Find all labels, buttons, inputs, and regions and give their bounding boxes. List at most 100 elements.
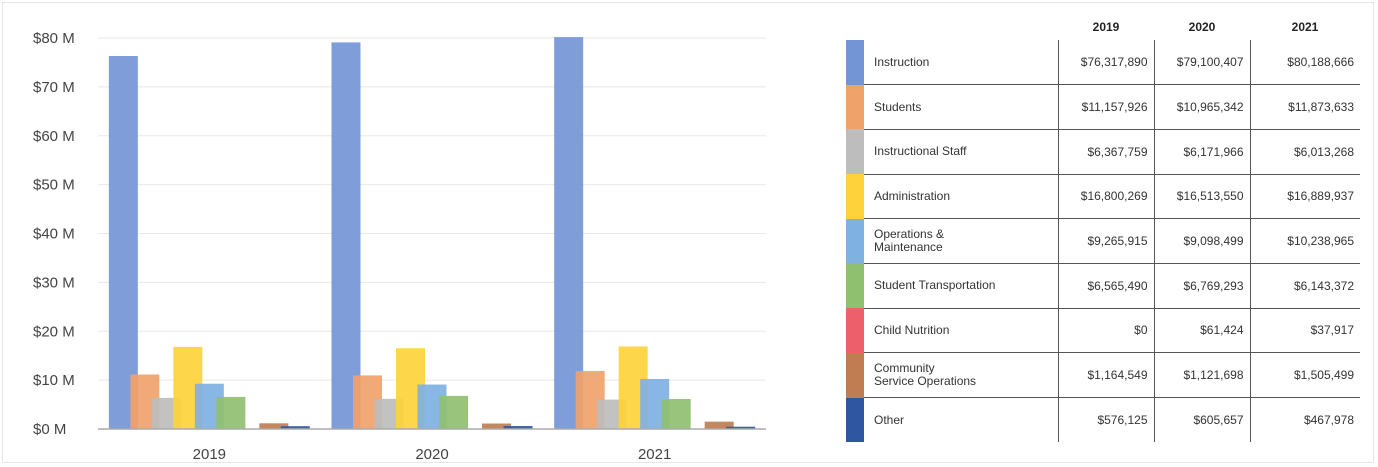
- gridlines: [98, 37, 766, 381]
- legend-swatch-cell: [846, 40, 864, 85]
- table-row: Other $576,125 $605,657 $467,978: [846, 397, 1360, 443]
- value-cell: $79,100,407: [1153, 40, 1250, 86]
- value-cell: $9,265,915: [1057, 218, 1154, 264]
- value-cell: $11,157,926: [1057, 84, 1154, 130]
- bar: [331, 42, 361, 429]
- category-label: Child Nutrition: [864, 308, 1058, 354]
- legend-swatch-cell: [846, 397, 864, 443]
- table-row: Community Service Operations $1,164,549 $1,…: [846, 352, 1360, 398]
- value-cell: $16,800,269: [1057, 174, 1154, 220]
- value-cell: $6,565,490: [1057, 263, 1154, 309]
- legend-swatch: [846, 308, 864, 353]
- x-tick-label: 2021: [638, 446, 671, 463]
- bar: [216, 396, 246, 429]
- value-cell: $6,769,293: [1153, 263, 1250, 309]
- value-cell: $37,917: [1249, 308, 1360, 354]
- table-row: Child Nutrition $0 $61,424 $37,917: [846, 308, 1360, 354]
- bar: [280, 426, 310, 429]
- table-row: Student Transportation $6,565,490 $6,769,2…: [846, 263, 1360, 309]
- legend-swatch-cell: [846, 218, 864, 264]
- value-cell: $61,424: [1153, 308, 1250, 354]
- legend-swatch: [846, 174, 864, 219]
- data-table-legend: 2019 2020 2021 Instruction $76,317,890 $79…: [846, 14, 1360, 443]
- value-cell: $6,171,966: [1153, 129, 1250, 175]
- spending-table: 2019 2020 2021 Instruction $76,317,890 $79…: [846, 14, 1360, 443]
- category-label: Other: [874, 412, 905, 427]
- bar: [482, 423, 511, 429]
- value-cell: $10,965,342: [1153, 84, 1250, 130]
- value-cell: $11,873,633: [1249, 84, 1360, 130]
- bar: [704, 421, 734, 429]
- legend-swatch-cell: [846, 174, 864, 219]
- legend-swatch-cell: [846, 352, 864, 398]
- y-tick-label: $0 M: [33, 421, 66, 438]
- table-row: Instructional Staff $6,367,759 $6,171,966 $…: [846, 129, 1360, 175]
- category-label: Students: [864, 84, 1058, 130]
- legend-swatch-cell: [846, 308, 864, 353]
- bar-chart: $0 M $10 M $20 M $30 M $40 M $50 M $60 M $70 M $…: [33, 30, 766, 463]
- legend-swatch: [846, 129, 864, 175]
- y-tick-label: $70 M: [33, 79, 75, 96]
- y-tick-label: $40 M: [33, 226, 75, 243]
- value-cell: $6,143,372: [1249, 263, 1360, 309]
- value-cell: $467,978: [1249, 397, 1360, 443]
- table-row: Students $11,157,926 $10,965,342 $11,873,63…: [846, 84, 1360, 130]
- legend-swatch-cell: [846, 263, 864, 309]
- x-tick-label: 2019: [193, 446, 226, 463]
- legend-swatch-cell: [846, 84, 864, 130]
- y-tick-label: $50 M: [33, 177, 75, 194]
- y-tick-label: $20 M: [33, 323, 75, 340]
- value-cell: $10,238,965: [1249, 218, 1360, 264]
- table-row: Instruction $76,317,890 $79,100,407 $80,188…: [846, 40, 1360, 86]
- bar: [259, 423, 289, 429]
- bar: [726, 426, 756, 429]
- category-label: Community Service Operations: [864, 352, 1058, 398]
- bars: [108, 37, 756, 430]
- x-axis-tick-labels: 2019 2020 2021: [193, 446, 672, 463]
- value-cell: $80,188,666: [1249, 40, 1360, 86]
- value-cell: $1,505,499: [1249, 352, 1360, 398]
- header-year: 2019: [1092, 20, 1120, 34]
- value-cell: $16,889,937: [1249, 174, 1360, 220]
- category-label: Instructional Staff: [864, 129, 1058, 175]
- value-cell: $576,125: [1057, 397, 1154, 443]
- value-cell: $76,317,890: [1057, 40, 1154, 86]
- legend-swatch: [846, 352, 864, 398]
- bar: [554, 37, 584, 430]
- table-row: Operations & Maintenance $9,265,915 $9,098,…: [846, 218, 1360, 264]
- bar: [439, 395, 468, 429]
- table-header-row: 2019 2020 2021: [846, 14, 1360, 40]
- bar: [108, 55, 138, 430]
- value-cell: $6,013,268: [1249, 129, 1360, 175]
- value-cell: $1,121,698: [1153, 352, 1250, 398]
- x-tick-label: 2020: [415, 446, 448, 463]
- value-cell: $9,098,499: [1153, 218, 1250, 264]
- header-year: 2021: [1291, 20, 1319, 34]
- y-tick-label: $60 M: [33, 128, 75, 145]
- category-label: Operations & Maintenance: [864, 218, 1058, 264]
- value-cell: $0: [1057, 308, 1154, 354]
- y-axis-tick-labels: $0 M $10 M $20 M $30 M $40 M $50 M $60 M $70 M $…: [33, 30, 75, 438]
- bar: [661, 398, 691, 429]
- legend-swatch: [846, 397, 864, 443]
- value-cell: $6,367,759: [1057, 129, 1154, 175]
- legend-swatch: [846, 218, 864, 264]
- y-tick-label: $10 M: [33, 372, 75, 389]
- legend-swatch: [846, 84, 864, 130]
- legend-swatch: [846, 40, 864, 85]
- category-label: Administration: [864, 174, 1058, 220]
- bar: [503, 426, 533, 429]
- header-year: 2020: [1188, 20, 1216, 34]
- table-row: Administration $16,800,269 $16,513,550 $16,…: [846, 174, 1360, 220]
- header-category: [864, 14, 1058, 40]
- value-cell: $1,164,549: [1057, 352, 1154, 398]
- y-tick-label: $80 M: [33, 30, 75, 47]
- value-cell: $16,513,550: [1153, 174, 1250, 220]
- legend-swatch: [846, 263, 864, 309]
- legend-swatch-cell: [846, 129, 864, 175]
- category-label: Student Transportation: [864, 263, 1058, 309]
- category-label: Instruction: [864, 40, 1058, 86]
- header-swatch: [846, 14, 864, 40]
- value-cell: $605,657: [1153, 397, 1250, 443]
